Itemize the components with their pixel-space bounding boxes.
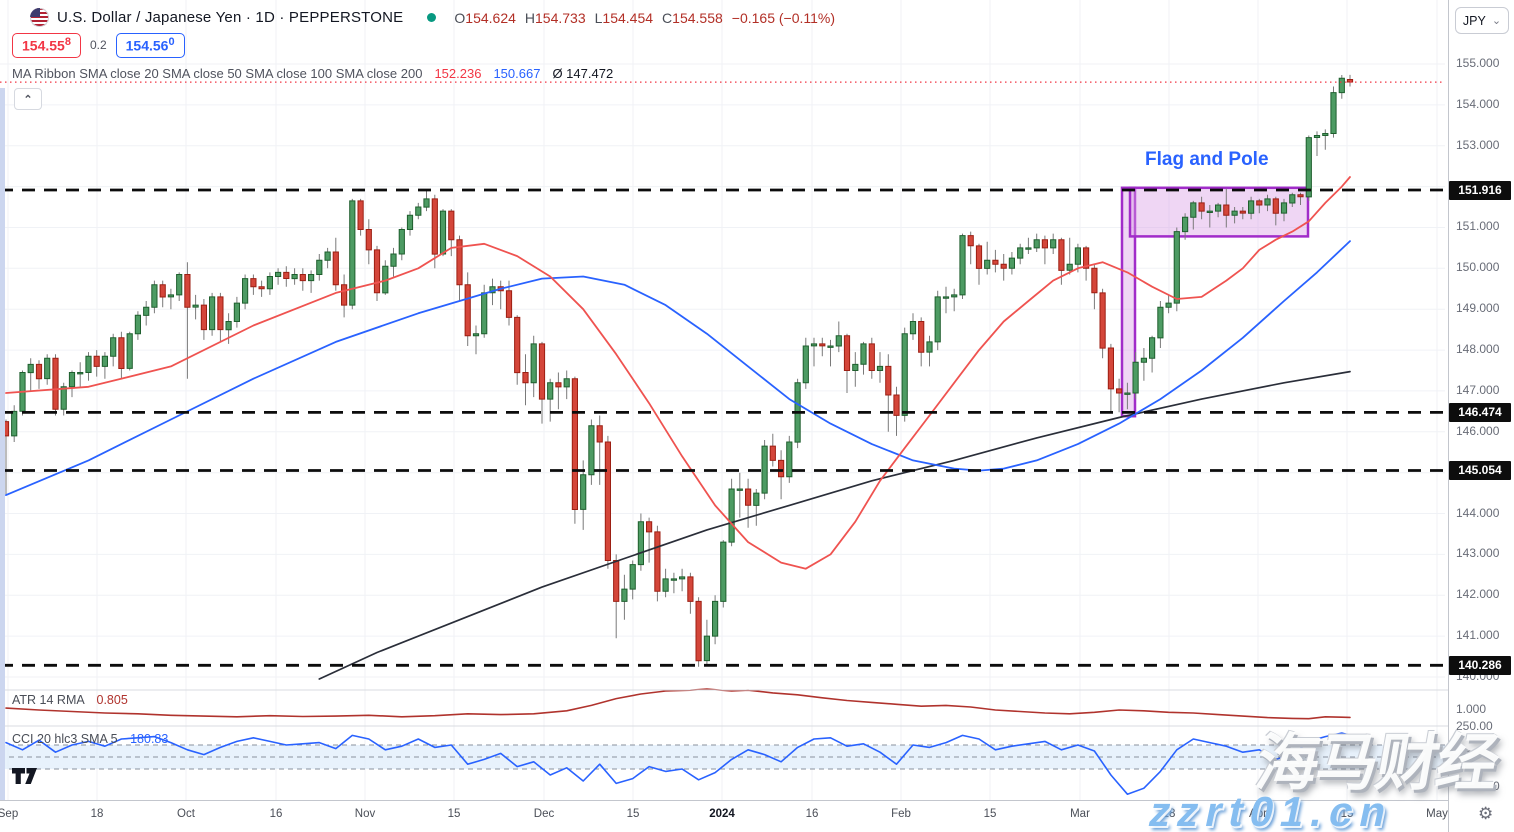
atr-label: ATR 14 RMA: [12, 693, 85, 707]
quote-panel: 154.558 0.2 154.560: [12, 33, 185, 58]
atr-value: 0.805: [96, 693, 128, 707]
collapse-legend-button[interactable]: ⌃: [14, 88, 42, 110]
high-value: 154.733: [535, 9, 586, 26]
time-axis-label: Dec: [533, 808, 555, 820]
sma20-value: 152.236: [434, 66, 482, 81]
chevron-down-icon: ⌄: [1491, 15, 1502, 27]
currency-unit-value: JPY: [1462, 13, 1486, 28]
market-open-dot-icon: [427, 13, 437, 22]
symbol-title[interactable]: U.S. Dollar / Japanese Yen · 1D · PEPPER…: [57, 9, 404, 26]
time-axis-label: Mar: [1070, 808, 1090, 820]
cci-axis-label: 250.00: [1456, 719, 1493, 733]
price-axis-label: 154.000: [1456, 96, 1500, 111]
cci-value: 180.83: [130, 732, 169, 746]
open-label: O: [454, 9, 466, 26]
ohlc-readout: O154.624 H154.733 L154.454 C154.558 −0.1…: [454, 10, 835, 26]
time-axis-label: 15: [983, 808, 997, 820]
time-axis-label: Feb: [891, 808, 911, 820]
time-axis-label: 18: [1162, 808, 1176, 820]
price-axis-label: 150.000: [1456, 260, 1500, 275]
time-axis-label: 18: [90, 808, 104, 820]
cci-legend[interactable]: CCI 20 hlc3 SMA 5 180.83: [12, 732, 168, 746]
time-axis-label: May: [1426, 808, 1448, 820]
level-price-label: 145.054: [1449, 460, 1511, 480]
time-axis-label: 15: [447, 808, 461, 820]
price-axis-label: 149.000: [1456, 301, 1500, 316]
change-value: −0.165 (−0.11%): [731, 9, 836, 26]
close-label: C: [662, 9, 673, 26]
low-value: 154.454: [602, 9, 654, 26]
price-axis-label: 142.000: [1456, 587, 1500, 602]
time-axis-label: Nov: [354, 808, 376, 820]
price-axis-label: 143.000: [1456, 546, 1500, 561]
cci-label: CCI 20 hlc3 SMA 5: [12, 732, 118, 746]
price-axis-label: 155.000: [1456, 56, 1500, 70]
price-axis-label: 146.000: [1456, 423, 1500, 438]
level-price-label: 146.474: [1449, 402, 1511, 422]
watermark-site: zzrt01.cn: [1145, 788, 1398, 832]
time-axis-label: 16: [805, 808, 819, 820]
close-value: 154.558: [672, 9, 723, 26]
symbol-header: U.S. Dollar / Japanese Yen · 1D · PEPPER…: [30, 8, 835, 27]
high-label: H: [524, 9, 536, 26]
time-axis-label: 2024: [709, 808, 735, 820]
time-axis-label: Oct: [177, 808, 195, 820]
time-axis-label: 15: [1340, 808, 1354, 820]
low-label: L: [594, 9, 603, 26]
us-flag-icon: [30, 8, 49, 27]
ma-ribbon-legend[interactable]: MA Ribbon SMA close 20 SMA close 50 SMA …: [12, 66, 613, 81]
sma50-value: 150.667: [493, 66, 541, 81]
tradingview-logo[interactable]: [12, 768, 38, 784]
flag-and-pole-annotation[interactable]: Flag and Pole: [1145, 149, 1269, 170]
sma-average-value: Ø 147.472: [552, 66, 614, 81]
price-axis-label: 153.000: [1456, 137, 1500, 152]
atr-axis-label: 1.000: [1456, 702, 1487, 716]
ma-ribbon-label: MA Ribbon SMA close 20 SMA close 50 SMA …: [12, 66, 423, 81]
price-axis-label: 148.000: [1456, 342, 1500, 357]
sell-button[interactable]: 154.558: [12, 33, 81, 58]
atr-legend[interactable]: ATR 14 RMA 0.805: [12, 693, 128, 707]
level-price-label: 151.916: [1449, 180, 1511, 200]
currency-unit-dropdown[interactable]: JPY ⌄: [1455, 7, 1509, 34]
spread-value: 0.2: [89, 38, 107, 53]
price-axis-label: 147.000: [1456, 382, 1500, 397]
time-axis-label: Apr: [1249, 808, 1267, 820]
level-price-label: 140.286: [1449, 655, 1511, 675]
buy-button[interactable]: 154.560: [115, 33, 185, 58]
time-axis-label: Sep: [0, 808, 19, 820]
chevron-up-icon: ⌃: [23, 93, 33, 106]
settings-gear-icon[interactable]: ⚙: [1478, 804, 1494, 823]
cci-axis-label: 0.00: [1456, 748, 1480, 762]
price-axis-label: 144.000: [1456, 505, 1500, 520]
price-axis-label: 141.000: [1456, 628, 1500, 643]
left-edge-strip: [0, 88, 5, 800]
time-axis-label: 15: [626, 808, 640, 820]
price-axis-label: 151.000: [1456, 219, 1500, 234]
time-scale[interactable]: [0, 800, 1514, 832]
time-axis-label: 16: [269, 808, 283, 820]
cci-axis-label: −250.00: [1456, 779, 1500, 793]
open-value: 154.624: [465, 9, 516, 26]
